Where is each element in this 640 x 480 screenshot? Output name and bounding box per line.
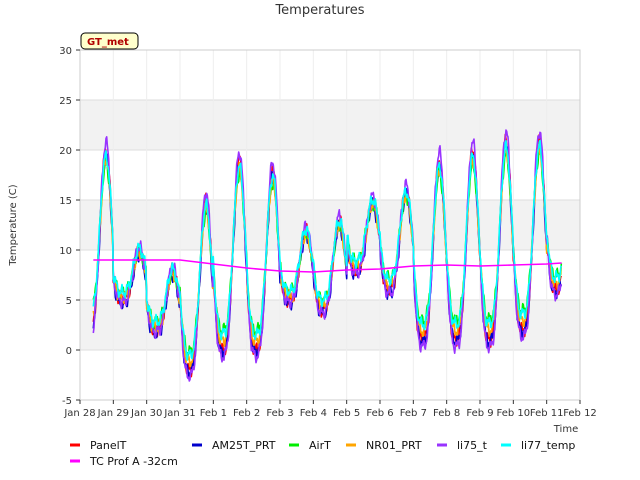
y-tick-label: 15: [59, 196, 72, 207]
x-tick-label: Feb 9: [466, 408, 493, 419]
legend-label: TC Prof A -32cm: [89, 455, 178, 468]
x-tick-label: Feb 2: [233, 408, 260, 419]
x-tick-label: Feb 6: [366, 408, 393, 419]
x-tick-label: Feb 12: [563, 408, 597, 419]
legend-item: AirT: [289, 439, 331, 452]
legend-label: li75_t: [457, 439, 488, 452]
plot-border: [79, 49, 581, 401]
x-tick-label: Jan 29: [97, 408, 129, 419]
x-tick-label: Feb 3: [266, 408, 293, 419]
x-tick-label: Jan 31: [163, 408, 195, 419]
y-tick-label: 25: [59, 96, 72, 107]
badge-box: [80, 32, 139, 50]
x-tick-label: Jan 28: [63, 408, 95, 419]
legend-label: li77_temp: [521, 439, 575, 452]
legend-label: NR01_PRT: [366, 439, 422, 452]
y-tick-label: 0: [66, 346, 72, 357]
plot-background: [80, 50, 580, 400]
x-axis-title: Time: [553, 424, 578, 435]
y-tick-label: 30: [59, 46, 72, 57]
y-tick-label: 5: [66, 296, 72, 307]
series-line-tc-prof-a-32cm: [93, 259, 562, 273]
x-tick-label: Feb 4: [300, 408, 327, 419]
legend-label: AM25T_PRT: [212, 439, 276, 452]
x-tick-label: Feb 1: [200, 408, 227, 419]
legend-item: TC Prof A -32cm: [70, 455, 178, 468]
chart-title: Temperatures: [274, 3, 364, 18]
legend-item: PanelT: [70, 439, 127, 452]
badge-label: GT_met: [87, 37, 129, 48]
y-tick-label: 20: [59, 146, 72, 157]
legend-item: NR01_PRT: [346, 439, 422, 452]
axes: -5 0 5 10 15 20 25 30 Jan 28 Jan 29 Jan 30 Jan 31 Fe…: [59, 46, 597, 419]
x-tick-label: Feb 11: [530, 408, 564, 419]
badge: GT_met: [80, 32, 139, 50]
series-line-li77-temp: [92, 139, 563, 361]
legend-item: li77_temp: [501, 439, 575, 452]
legend-item: li75_t: [437, 439, 488, 452]
y-tick-label: 10: [59, 246, 72, 257]
y-tick-label: -5: [62, 396, 72, 407]
legend-label: PanelT: [90, 439, 127, 452]
x-tick-label: Feb 10: [497, 408, 531, 419]
x-tick-label: Feb 5: [333, 408, 360, 419]
legend: PanelT AM25T_PRT AirT NR01_PRT li75_t li77_te…: [70, 439, 575, 468]
legend-label: AirT: [309, 439, 331, 452]
legend-item: AM25T_PRT: [192, 439, 276, 452]
y-axis-title: Temperature (C): [8, 184, 19, 266]
x-tick-label: Feb 8: [433, 408, 460, 419]
grid-band: [80, 200, 580, 250]
x-tick-label: Jan 30: [130, 408, 162, 419]
grid-band: [80, 100, 580, 150]
x-tick-label: Feb 7: [400, 408, 427, 419]
series-lines: [92, 129, 563, 382]
